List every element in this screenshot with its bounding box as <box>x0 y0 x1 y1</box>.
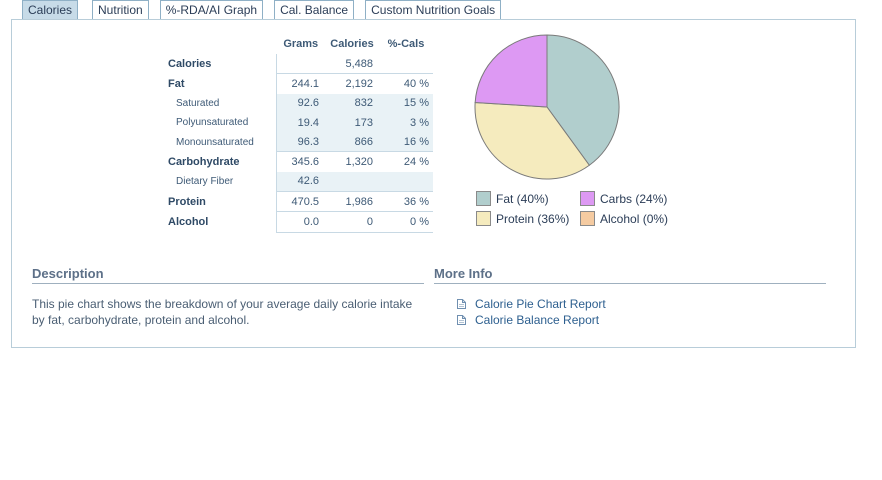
link-label[interactable]: Calorie Balance Report <box>475 313 600 327</box>
legend-label-alcohol: Alcohol (0%) <box>600 211 669 226</box>
legend-label-fat: Fat (40%) <box>496 191 549 206</box>
header-pct-cals: %-Cals <box>387 38 425 50</box>
legend-swatch-alcohol <box>580 211 595 227</box>
table-row-alcohol: Alcohol 0.0 0 0 % <box>165 211 433 233</box>
link-calorie-pie-chart-report[interactable]: Calorie Pie Chart Report <box>457 296 606 312</box>
table-row-carbohydrate: Carbohydrate 345.6 1,320 24 % <box>165 151 433 172</box>
row-label: Saturated <box>176 97 220 109</box>
row-label: Dietary Fiber <box>176 176 234 188</box>
row-label: Polyunsaturated <box>176 117 249 129</box>
table-row-polyunsaturated: Polyunsaturated 19.4 173 3 % <box>165 112 433 133</box>
table-row-fat: Fat 244.1 2,192 40 % <box>165 73 433 94</box>
cell-pct: 36 % <box>379 191 433 213</box>
table-row-dietary-fiber: Dietary Fiber 42.6 <box>165 171 433 193</box>
cell-calories: 866 <box>325 132 379 153</box>
pie-slice-carbs <box>474 34 548 108</box>
cell-pct <box>379 171 433 193</box>
link-label[interactable]: Calorie Pie Chart Report <box>475 297 606 311</box>
cell-pct: 3 % <box>379 112 433 133</box>
cell-grams <box>276 54 325 75</box>
cell-grams: 96.3 <box>276 132 325 153</box>
legend-swatch-carbs <box>580 191 595 207</box>
header-calories: Calories <box>330 38 374 50</box>
cell-grams: 345.6 <box>276 151 325 172</box>
table-row-saturated: Saturated 92.6 832 15 % <box>165 93 433 113</box>
table-row-monounsaturated: Monounsaturated 96.3 866 16 % <box>165 132 433 153</box>
row-label: Carbohydrate <box>168 155 240 168</box>
legend-label-carbs: Carbs (24%) <box>600 191 668 206</box>
legend-item-fat: Fat (40%) <box>476 191 549 207</box>
cell-grams: 470.5 <box>276 191 325 213</box>
cell-pct: 0 % <box>379 211 433 233</box>
cell-calories: 1,320 <box>345 156 373 169</box>
cell-grams: 42.6 <box>276 171 325 193</box>
calorie-breakdown-table: Grams Calories %-Cals Calories 5,488 Fat… <box>165 34 433 233</box>
row-label: Calories <box>168 57 212 70</box>
calories-panel: Grams Calories %-Cals Calories 5,488 Fat… <box>11 19 856 348</box>
tab-bar: Calories Nutrition %-RDA/AI Graph Cal. B… <box>22 0 512 20</box>
cell-grams: 92.6 <box>276 93 325 113</box>
document-icon <box>457 299 466 309</box>
pie-slice-fat <box>546 34 620 166</box>
tab-calories[interactable]: Calories <box>22 0 79 19</box>
tab-nutrition[interactable]: Nutrition <box>92 0 149 19</box>
cell-calories: 0 <box>325 211 379 233</box>
more-info-heading: More Info <box>434 266 826 284</box>
table-row-protein: Protein 470.5 1,986 36 % <box>165 191 433 213</box>
cell-grams: 0.0 <box>276 211 325 233</box>
table-row-calories: Calories 5,488 <box>165 54 433 75</box>
legend-item-carbs: Carbs (24%) <box>580 191 668 207</box>
cell-calories: 1,986 <box>325 191 379 213</box>
tab-custom-nutrition-goals[interactable]: Custom Nutrition Goals <box>365 0 502 19</box>
cell-grams: 244.1 <box>276 73 325 94</box>
cell-calories: 2,192 <box>345 77 373 90</box>
calorie-pie-chart <box>474 34 620 180</box>
cell-calories: 173 <box>325 112 379 133</box>
cell-pct: 15 % <box>379 93 433 113</box>
legend-label-protein: Protein (36%) <box>496 211 570 226</box>
header-blank <box>165 34 277 54</box>
link-calorie-balance-report[interactable]: Calorie Balance Report <box>457 312 606 328</box>
more-info-links: Calorie Pie Chart Report Calorie Balance… <box>457 296 606 328</box>
document-icon <box>457 315 466 325</box>
tab-rda-ai-graph[interactable]: %-RDA/AI Graph <box>159 0 264 19</box>
cell-pct: 40 % <box>403 77 429 90</box>
cell-pct <box>379 54 433 75</box>
header-grams: Grams <box>283 38 319 50</box>
cell-calories: 5,488 <box>325 54 379 75</box>
description-heading: Description <box>32 266 424 284</box>
legend-item-alcohol: Alcohol (0%) <box>580 211 669 227</box>
pie-slice-protein <box>474 101 591 180</box>
row-label: Alcohol <box>168 216 209 229</box>
row-label: Monounsaturated <box>176 136 254 148</box>
tab-cal-balance[interactable]: Cal. Balance <box>274 0 355 19</box>
cell-pct: 24 % <box>403 156 429 169</box>
description-text: This pie chart shows the breakdown of yo… <box>32 297 413 327</box>
cell-calories <box>325 171 379 193</box>
cell-pct: 16 % <box>379 132 433 153</box>
legend-item-protein: Protein (36%) <box>476 211 570 227</box>
legend-swatch-fat <box>476 191 491 207</box>
cell-grams: 19.4 <box>276 112 325 133</box>
legend-swatch-protein <box>476 211 491 227</box>
row-label: Fat <box>168 77 185 90</box>
cell-calories: 832 <box>325 93 379 113</box>
row-label: Protein <box>168 195 206 208</box>
